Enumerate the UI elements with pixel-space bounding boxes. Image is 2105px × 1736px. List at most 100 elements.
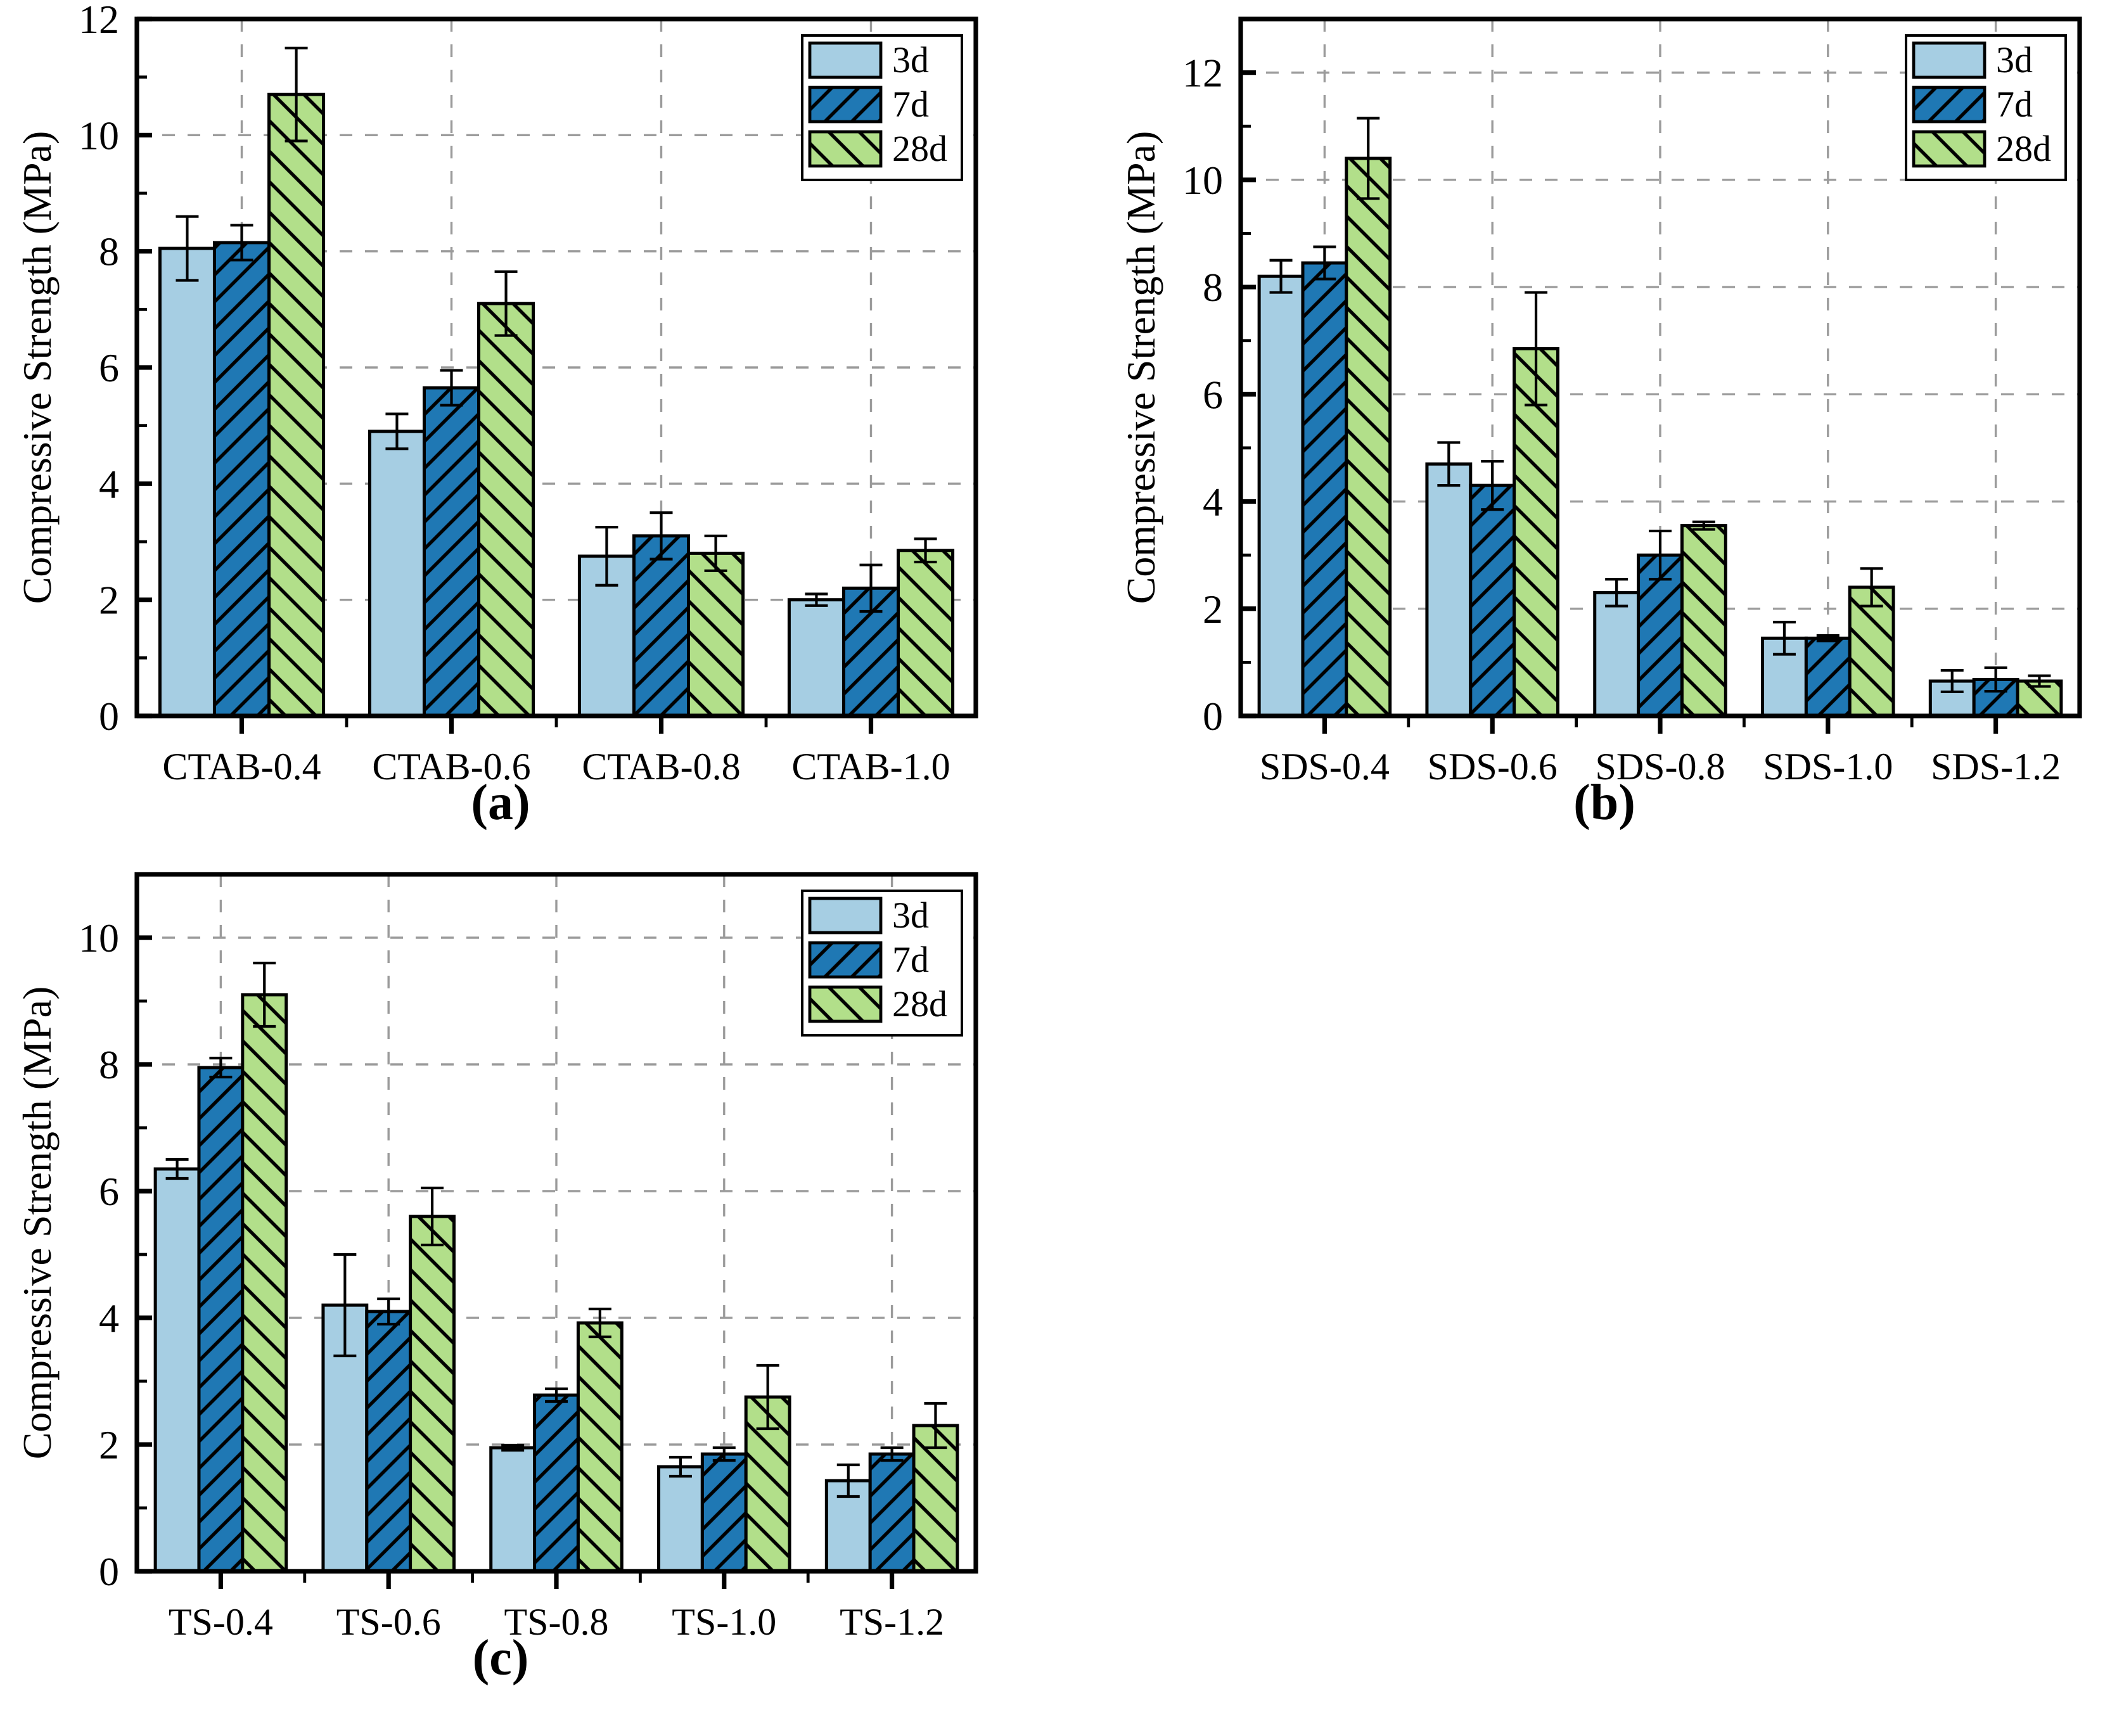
- bar-hatch: [269, 94, 324, 716]
- bar-SDS-0.8-3d: [1594, 592, 1639, 716]
- chart-b-canvas: 0 2 4 6 8 10 12 SDS-0.4 SDS-0.6 SDS-0.8 SDS-1.0 SDS…: [1119, 4, 2090, 840]
- ticks-layer: [137, 935, 895, 1589]
- ticks-layer: [1241, 70, 1999, 734]
- y-tick-label: 10: [79, 113, 119, 158]
- legend-swatch-outline: [808, 941, 883, 979]
- y-tick-label: 4: [99, 461, 119, 506]
- bar-TS-0.4-3d: [155, 1169, 199, 1571]
- legend-swatch-hatch: [810, 987, 881, 1021]
- y-tick-label: 2: [99, 1422, 119, 1467]
- y-tick-label: 10: [79, 916, 119, 961]
- legend-swatch-outline: [1912, 86, 1987, 124]
- y-tick-label: 6: [99, 345, 119, 390]
- y-axis-title: Compressive Strength (MPa): [1119, 131, 1163, 604]
- bar-hatch: [214, 242, 269, 717]
- legend-swatch-outline: [808, 41, 883, 79]
- bar-TS-0.8-3d: [490, 1448, 535, 1571]
- x-category-label: TS-0.6: [336, 1601, 441, 1643]
- bar-hatch: [702, 1454, 746, 1571]
- legend-swatch-outline: [808, 130, 883, 168]
- bar-hatch: [1346, 158, 1390, 716]
- bar-hatch: [914, 1426, 957, 1571]
- bar-hatch: [366, 1312, 411, 1571]
- labels-layer: 0 2 4 6 8 10 12 SDS-0.4 SDS-0.6 SDS-0.8 SDS-1.0 SDS…: [1119, 51, 2061, 788]
- bar-hatch: [1638, 555, 1682, 716]
- legend-swatch-outline: [1912, 130, 1987, 168]
- bar-hatch: [1806, 638, 1850, 716]
- bar-CTAB-0.4-3d: [160, 248, 215, 716]
- legend-swatch-outline: [808, 985, 883, 1023]
- legend-label-3d: 3d: [1996, 39, 2033, 80]
- y-tick-label: 8: [1203, 265, 1223, 310]
- y-tick-label: 0: [99, 1549, 119, 1594]
- legend-swatch-hatch: [1914, 132, 1985, 166]
- x-category-label: TS-1.0: [672, 1601, 776, 1643]
- legend-swatch-outline: [808, 897, 883, 935]
- legend-swatch-hatch: [1914, 87, 1985, 122]
- legend-label-7d: 7d: [1996, 84, 2033, 125]
- bar-hatch: [1470, 485, 1514, 716]
- bar-hatch: [1302, 263, 1347, 716]
- bar-hatch: [424, 388, 479, 716]
- x-category-label: SDS-0.6: [1428, 746, 1558, 788]
- ticks-layer: [137, 16, 874, 734]
- legend-label-7d: 7d: [892, 939, 929, 980]
- bar-hatch: [578, 1323, 622, 1571]
- legend-label-28d: 28d: [892, 983, 947, 1024]
- x-category-label: CTAB-0.6: [372, 746, 530, 788]
- x-category-label: SDS-1.2: [1931, 746, 2061, 788]
- y-tick-label: 12: [1182, 51, 1223, 96]
- y-tick-label: 12: [79, 4, 119, 42]
- bar-hatch: [198, 1068, 243, 1571]
- chart-c-canvas: 0 2 4 6 8 10 TS-0.4 TS-0.6 TS-0.8 TS-1.0 TS-1.2 Com…: [15, 859, 986, 1695]
- bar-hatch: [1514, 348, 1558, 716]
- legend-label-28d: 28d: [1996, 128, 2051, 169]
- y-axis-title: Compressive Strength (MPa): [15, 131, 60, 604]
- x-category-label: TS-0.8: [504, 1601, 609, 1643]
- x-category-label: CTAB-0.8: [582, 746, 740, 788]
- x-category-label: SDS-1.0: [1763, 746, 1893, 788]
- x-category-label: SDS-0.8: [1595, 746, 1725, 788]
- x-category-label: CTAB-1.0: [791, 746, 950, 788]
- bar-hatch: [1850, 587, 1894, 716]
- y-tick-label: 4: [1203, 480, 1223, 525]
- chart-a-caption: (a): [471, 775, 530, 831]
- legend-label-3d: 3d: [892, 895, 929, 936]
- bar-CTAB-0.6-3d: [369, 431, 425, 716]
- y-tick-label: 8: [99, 1042, 119, 1087]
- labels-layer: 0 2 4 6 8 10 TS-0.4 TS-0.6 TS-0.8 TS-1.0 TS-1.2 Com…: [15, 916, 944, 1643]
- bar-CTAB-1.0-3d: [789, 599, 844, 716]
- error-bars-layer: [1269, 117, 2051, 694]
- y-tick-label: 2: [1203, 587, 1223, 632]
- legend-swatch-3d: [810, 43, 881, 77]
- bar-hatch: [410, 1216, 454, 1571]
- chart-c-caption: (c): [472, 1630, 529, 1686]
- bar-SDS-0.4-3d: [1259, 276, 1303, 717]
- y-axis-title: Compressive Strength (MPa): [15, 986, 60, 1460]
- bar-hatch: [634, 535, 689, 716]
- y-tick-label: 6: [99, 1169, 119, 1214]
- legend-label-7d: 7d: [892, 84, 929, 125]
- chart-b-caption: (b): [1573, 775, 1635, 831]
- legend-swatch-outline: [808, 86, 883, 124]
- bar-hatch: [534, 1395, 579, 1571]
- bar-hatch: [478, 303, 534, 717]
- bars-layer: [1257, 156, 2063, 718]
- chart-a-canvas: 0 2 4 6 8 10 12 CTAB-0.4 CTAB-0.6 CTAB-0.8 CTAB-1.…: [15, 4, 986, 840]
- error-bars-layer: [165, 961, 947, 1498]
- x-category-label: TS-0.4: [169, 1601, 273, 1643]
- legend-swatch-hatch: [810, 132, 881, 166]
- y-tick-label: 10: [1182, 158, 1223, 203]
- bar-hatch: [688, 553, 743, 716]
- legend-swatch-hatch: [810, 943, 881, 977]
- y-tick-label: 0: [1203, 694, 1223, 739]
- x-category-label: SDS-0.4: [1260, 746, 1390, 788]
- x-category-label: TS-1.2: [840, 1601, 944, 1643]
- y-tick-label: 6: [1203, 372, 1223, 417]
- bar-hatch: [870, 1454, 914, 1571]
- bar-SDS-0.6-3d: [1426, 464, 1471, 716]
